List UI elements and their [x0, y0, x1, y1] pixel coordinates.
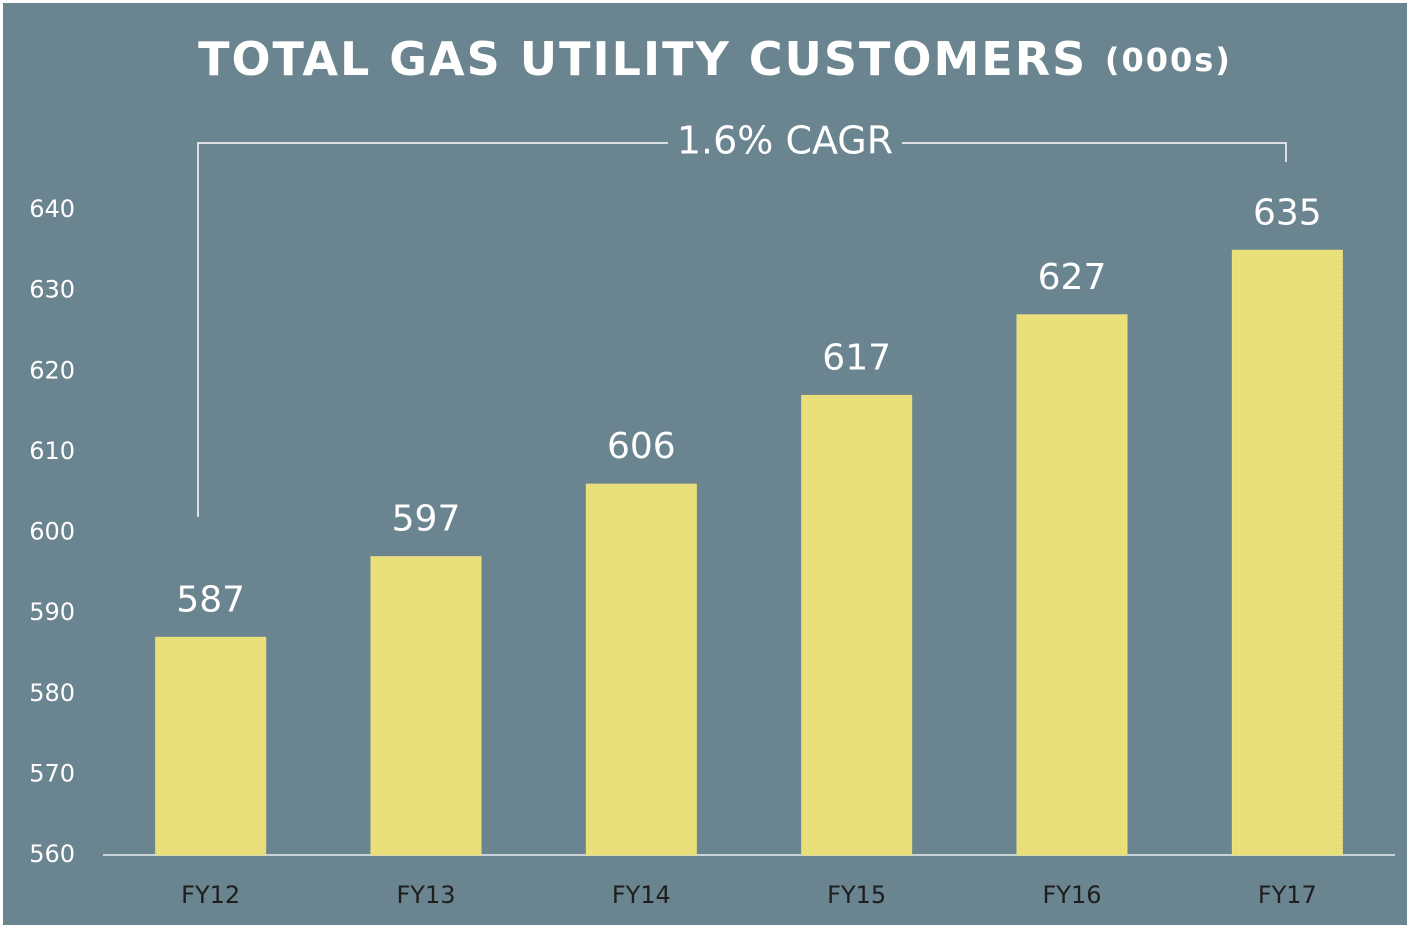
- value-label: 635: [1253, 192, 1322, 233]
- bar: [801, 394, 913, 856]
- y-tick-label: 600: [29, 518, 75, 546]
- bar: [1231, 249, 1343, 856]
- y-tick-label: 570: [29, 759, 75, 787]
- value-label: 587: [176, 579, 245, 620]
- x-tick-label: FY15: [827, 881, 886, 909]
- value-label: 606: [607, 426, 676, 467]
- x-tick-label: FY12: [181, 881, 240, 909]
- y-tick-label: 560: [29, 840, 75, 868]
- x-tick-label: FY13: [396, 881, 455, 909]
- y-tick-label: 580: [29, 679, 75, 707]
- x-tick-label: FY16: [1042, 881, 1101, 909]
- x-tick-label: FY17: [1258, 881, 1317, 909]
- annotation: 1.6% CAGR: [677, 119, 893, 163]
- bar: [1016, 314, 1128, 856]
- y-tick-label: 620: [29, 356, 75, 384]
- y-tick-label: 640: [29, 195, 75, 223]
- title-main: TOTAL GAS UTILITY CUSTOMERS: [198, 32, 1087, 86]
- value-label: 617: [822, 337, 891, 378]
- bar: [585, 483, 697, 856]
- bar: [155, 636, 267, 856]
- bracket-left: [197, 142, 668, 517]
- value-label: 597: [392, 499, 461, 540]
- y-tick-label: 610: [29, 437, 75, 465]
- x-tick-label: FY14: [612, 881, 671, 909]
- value-label: 627: [1038, 257, 1107, 298]
- y-tick-label: 630: [29, 276, 75, 304]
- bracket-right: [902, 142, 1287, 162]
- bar: [370, 556, 482, 856]
- chart-title: TOTAL GAS UTILITY CUSTOMERS (000s): [198, 32, 1232, 86]
- y-tick-label: 590: [29, 598, 75, 626]
- title-unit: (000s): [1105, 41, 1232, 79]
